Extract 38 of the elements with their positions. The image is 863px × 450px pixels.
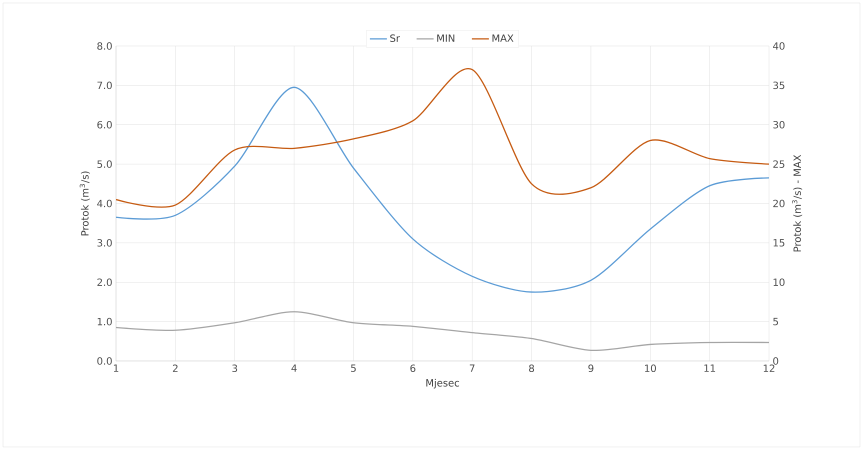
y-tick-label: 1.0 — [98, 318, 112, 326]
x-tick-label: 1 — [114, 364, 118, 372]
x-tick-label: 9 — [588, 364, 594, 372]
legend-label: MAX — [492, 34, 514, 42]
y-tick-label: 0.0 — [97, 357, 112, 365]
x-tick-label: 8 — [529, 364, 534, 372]
x-tick-label: 5 — [351, 364, 356, 372]
y2-tick-label: 25 — [773, 160, 784, 168]
x-axis-title: Mjesec — [426, 378, 460, 389]
y2-tick-label: 30 — [773, 120, 785, 128]
y2-tick-label: 35 — [773, 82, 784, 90]
x-tick-label: 2 — [172, 364, 178, 372]
y2-tick-label: 40 — [773, 42, 785, 50]
legend-label: Sr — [390, 34, 400, 42]
y-axis-title: Protok (m$^{3}$/s) — [80, 171, 90, 236]
line-series — [116, 86, 770, 293]
x-tick-label: 12 — [764, 364, 774, 372]
y-tick-label: 5.0 — [97, 160, 112, 168]
x-tick-label: 10 — [645, 364, 656, 372]
y2-tick-label: 5 — [773, 318, 778, 326]
y-tick-label: 6.0 — [97, 120, 112, 129]
y2-tick-label: 15 — [774, 239, 784, 247]
y2-axis-title: Protok (m$^{3}$/s) - MAX — [792, 154, 802, 252]
x-tick-label: 7 — [470, 364, 475, 372]
x-tick-label: 4 — [291, 364, 297, 372]
y-tick-label: 8.0 — [97, 42, 112, 50]
x-tick-label: 6 — [410, 364, 416, 372]
y-tick-label: 3.0 — [97, 239, 112, 247]
line-series — [116, 311, 770, 352]
y2-tick-label: 20 — [773, 200, 785, 208]
y2-tick-label: 0 — [773, 357, 778, 365]
x-tick-label: 3 — [232, 364, 238, 372]
y2-tick-label: 10 — [774, 278, 785, 286]
x-tick-label: 11 — [704, 364, 716, 372]
y-tick-label: 2.0 — [97, 278, 112, 286]
legend-label: MIN — [437, 34, 454, 42]
y-tick-label: 7.0 — [97, 82, 112, 90]
y-tick-label: 4.0 — [97, 200, 112, 208]
